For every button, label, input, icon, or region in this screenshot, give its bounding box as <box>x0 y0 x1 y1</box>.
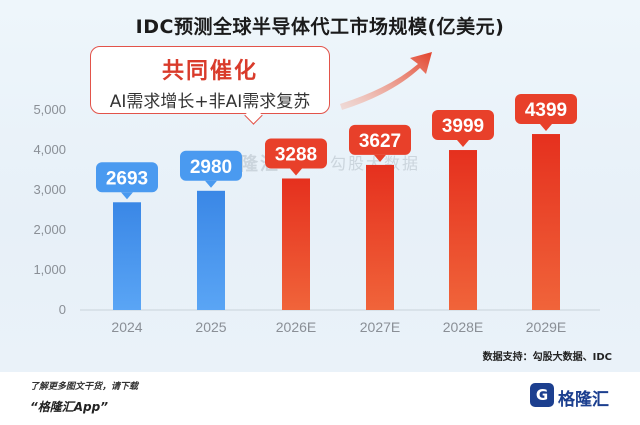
bar <box>532 134 560 310</box>
value-label-bubble <box>180 150 242 181</box>
value-label-pointer <box>540 124 552 132</box>
value-label: 2693 <box>106 168 148 189</box>
x-tick-label: 2024 <box>111 319 142 335</box>
value-label: 2980 <box>190 157 232 178</box>
bar-chart: 0 1,000 2,000 3,000 4,000 5,000 2024 2025 2026E 2… <box>33 52 600 335</box>
y-tick-label: 3,000 <box>33 182 66 197</box>
chart-title: IDC预测全球半导体代工市场规模(亿美元) <box>135 16 505 38</box>
value-label-pointer <box>205 180 217 188</box>
value-label: 3288 <box>275 144 317 165</box>
bar <box>197 190 225 310</box>
data-source: 数据支持：勾股大数据、IDC <box>482 352 612 363</box>
value-label-bubble <box>432 110 494 141</box>
value-label-pointer <box>457 140 469 148</box>
callout-subtitle: AI需求增长+非AI需求复苏 <box>109 92 311 112</box>
x-tick-label: 2029E <box>526 319 566 335</box>
brand-name: 格隆汇 <box>558 390 609 410</box>
callout-box: 共同催化 AI需求增长+非AI需求复苏 <box>90 46 330 114</box>
callout-title: 共同催化 <box>161 59 258 84</box>
value-label-pointer <box>374 154 386 162</box>
x-tick-label: 2026E <box>276 319 316 335</box>
growth-arrow-icon <box>340 52 432 110</box>
bar <box>366 164 394 310</box>
y-tick-label: 4,000 <box>33 142 66 157</box>
y-tick-label: 1,000 <box>33 262 66 277</box>
value-label-bubble <box>265 138 327 169</box>
bar <box>282 178 310 310</box>
y-tick-label: 5,000 <box>33 102 66 117</box>
value-label-pointer <box>290 168 302 176</box>
x-tick-label: 2027E <box>360 319 400 335</box>
bar <box>113 202 141 310</box>
x-tick-label: 2028E <box>443 319 483 335</box>
value-label-bubble <box>96 162 158 193</box>
footer-promo-line: 了解更多图文干货，请下载 <box>30 382 139 392</box>
value-label-pointer <box>121 192 133 200</box>
y-tick-label: 0 <box>59 302 66 317</box>
value-label: 3627 <box>359 131 401 152</box>
footer-app-name: “格隆汇App” <box>30 400 108 414</box>
brand-logo-icon: G <box>530 383 554 407</box>
value-label-bubble <box>515 94 577 125</box>
watermark-right: 勾股大数据 <box>330 154 421 173</box>
brand: G 格隆汇 <box>530 381 630 417</box>
bar <box>449 150 477 310</box>
x-tick-label: 2025 <box>195 319 226 335</box>
value-label: 3999 <box>442 116 484 137</box>
value-label-bubble <box>349 124 411 155</box>
value-label: 4399 <box>525 100 567 121</box>
y-tick-label: 2,000 <box>33 222 66 237</box>
